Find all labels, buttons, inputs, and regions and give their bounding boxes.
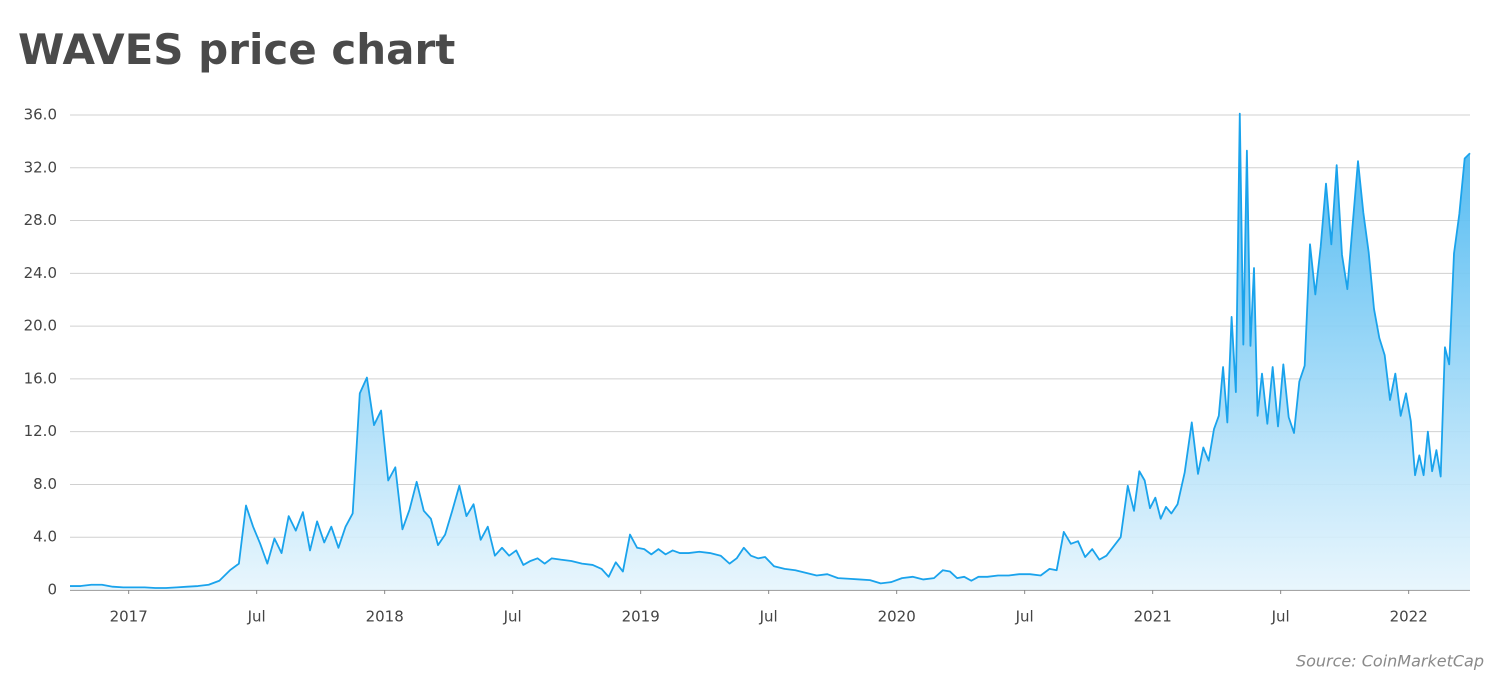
area-fill [70,113,1470,591]
y-tick-label: 24.0 [24,264,57,282]
chart-title: WAVES price chart [18,25,455,74]
source-note: Source: CoinMarketCap [1296,652,1484,671]
x-tick-label: 2019 [622,608,660,626]
x-tick-label: 2021 [1134,608,1172,626]
y-tick-label: 36.0 [24,106,57,124]
x-tick-label: 2022 [1390,608,1428,626]
x-tick-label: Jul [759,608,778,626]
price-line [70,112,1471,589]
x-tick-label: 2018 [366,608,404,626]
y-tick-label: 16.0 [24,369,57,387]
y-tick-label: 20.0 [24,317,57,335]
x-tick-label: Jul [1271,608,1290,626]
x-tick-label: Jul [503,608,522,626]
y-tick-label: 0 [47,581,57,599]
y-tick-label: 32.0 [24,158,57,176]
y-tick-label: 12.0 [24,422,57,440]
y-tick-label: 4.0 [33,528,57,546]
x-tick-label: 2017 [110,608,148,626]
y-tick-label: 28.0 [24,211,57,229]
x-tick-label: 2020 [878,608,916,626]
x-tick-label: Jul [247,608,266,626]
y-tick-label: 8.0 [33,475,57,493]
x-tick-label: Jul [1015,608,1034,626]
